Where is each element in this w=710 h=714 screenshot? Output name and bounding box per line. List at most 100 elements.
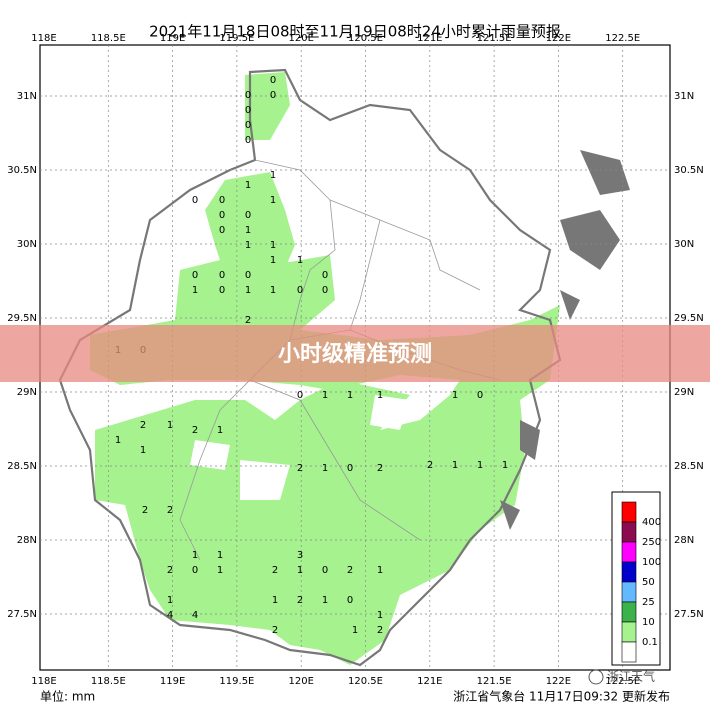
station-value: 1	[270, 255, 276, 266]
station-value: 2	[427, 460, 433, 471]
graticule: 118E 118E 118.5E 118.5E 119E 119E 119.5E 119.5E…	[7, 33, 704, 687]
legend-swatch	[621, 521, 637, 543]
station-value: 2	[377, 625, 383, 636]
lat-label: 28.5N	[7, 461, 37, 472]
issuer-label: 浙江省气象台 11月17日09:32 更新发布	[453, 689, 670, 704]
station-value: 1	[192, 550, 198, 561]
lon-label: 121E	[417, 33, 442, 44]
station-value: 1	[115, 435, 121, 446]
lat-label: 30.5N	[674, 165, 704, 176]
lon-label: 120E	[288, 676, 313, 687]
lat-label: 28N	[17, 535, 37, 546]
dry-gap	[240, 460, 290, 500]
station-value: 2	[167, 565, 173, 576]
station-value: 0	[219, 210, 225, 221]
station-value: 1	[167, 420, 173, 431]
lon-label: 122.5E	[605, 33, 640, 44]
station-value: 1	[502, 460, 508, 471]
station-value: 1	[377, 610, 383, 621]
islands	[500, 150, 630, 530]
station-value: 1	[217, 565, 223, 576]
station-value: 1	[297, 255, 303, 266]
station-value: 1	[167, 595, 173, 606]
lat-label: 29N	[17, 387, 37, 398]
station-value: 1	[347, 390, 353, 401]
watermark: 浙江天气	[607, 669, 655, 684]
title: 2021年11月18日08时至11月19日08时24小时累计雨量预报	[149, 23, 561, 41]
legend-items: 400 250 100 50 25 10 0.1	[621, 501, 661, 663]
station-value: 1	[270, 285, 276, 296]
lat-label: 29.5N	[674, 313, 704, 324]
lon-label: 121E	[417, 676, 442, 687]
station-value: 1	[245, 285, 251, 296]
station-value: 2	[347, 565, 353, 576]
legend-level: 100	[642, 557, 661, 568]
station-value: 0	[219, 285, 225, 296]
station-value: 1	[245, 240, 251, 251]
lon-label: 118.5E	[91, 676, 126, 687]
station-value: 2	[272, 625, 278, 636]
lon-label: 119E	[160, 676, 185, 687]
lat-label: 31N	[674, 91, 694, 102]
lat-label: 31N	[17, 91, 37, 102]
island	[580, 150, 630, 195]
legend-swatch	[621, 501, 637, 523]
island	[500, 500, 520, 530]
lon-label: 121.5E	[477, 33, 512, 44]
station-value: 0	[245, 135, 251, 146]
dry-gap	[370, 395, 410, 430]
lon-label: 118E	[31, 676, 56, 687]
legend-swatch	[621, 581, 637, 603]
banner-text: 小时级精准预测	[278, 341, 432, 367]
lon-label: 118E	[31, 33, 56, 44]
legend-level: 400	[642, 517, 661, 528]
unit-label: 单位: mm	[40, 689, 95, 704]
lat-label: 30.5N	[7, 165, 37, 176]
station-value: 0	[219, 195, 225, 206]
lon-label: 119.5E	[219, 676, 254, 687]
station-value: 2	[377, 463, 383, 474]
station-value: 1	[297, 565, 303, 576]
lon-label: 122.5E	[605, 676, 640, 687]
station-value: 2	[142, 505, 148, 516]
lon-label: 119.5E	[219, 33, 254, 44]
station-value: 0	[245, 105, 251, 116]
legend-level: 50	[642, 577, 655, 588]
lat-label: 27.5N	[674, 609, 704, 620]
legend-swatch	[621, 541, 637, 563]
station-value: 0	[192, 195, 198, 206]
station-value: 0	[322, 285, 328, 296]
banner	[0, 325, 710, 382]
station-value: 0	[322, 270, 328, 281]
lon-label: 120.5E	[348, 33, 383, 44]
station-value: 0	[297, 285, 303, 296]
legend-swatch	[621, 561, 637, 583]
station-value: 2	[192, 425, 198, 436]
station-value: 1	[217, 550, 223, 561]
station-value: 1	[217, 425, 223, 436]
lon-label: 122E	[546, 676, 571, 687]
station-value: 0	[347, 463, 353, 474]
station-value: 0	[192, 565, 198, 576]
station-value: 1	[452, 460, 458, 471]
rain-areas	[90, 72, 560, 665]
station-value: 0	[219, 270, 225, 281]
station-value: 4	[192, 610, 198, 621]
station-value: 0	[245, 120, 251, 131]
lon-label: 122E	[546, 33, 571, 44]
lat-label: 27.5N	[7, 609, 37, 620]
lon-label: 120E	[288, 33, 313, 44]
dry-gap	[190, 440, 230, 470]
station-value: 1	[270, 195, 276, 206]
legend-swatch	[621, 601, 637, 623]
station-value: 1	[377, 390, 383, 401]
lon-label: 119E	[160, 33, 185, 44]
station-value: 0	[270, 75, 276, 86]
station-value: 1	[192, 285, 198, 296]
station-value: 0	[297, 390, 303, 401]
station-value: 1	[477, 460, 483, 471]
station-value: 1	[452, 390, 458, 401]
legend-swatch	[621, 621, 637, 643]
station-value: 1	[245, 225, 251, 236]
